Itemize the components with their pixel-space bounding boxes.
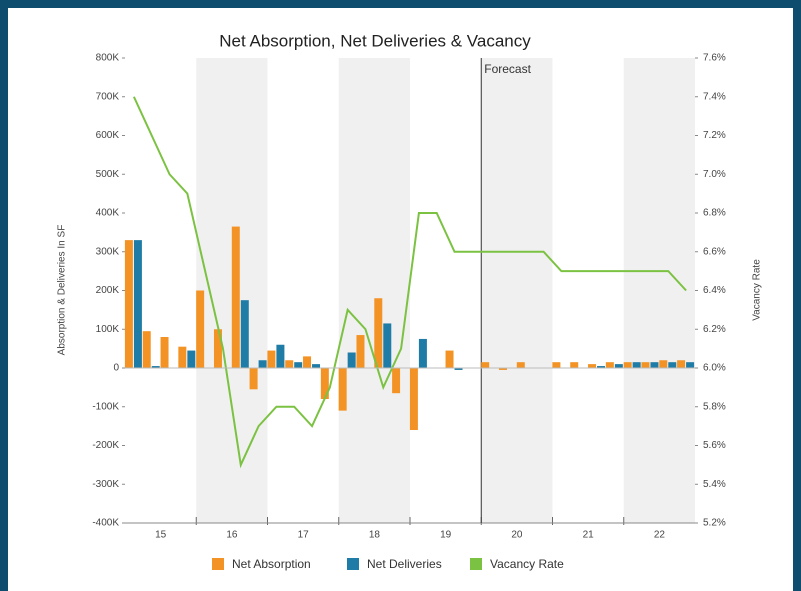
chart-title: Net Absorption, Net Deliveries & Vacancy bbox=[219, 31, 531, 50]
y-axis-title: Absorption & Deliveries In SF bbox=[57, 225, 68, 356]
y-tick-label: 800K bbox=[96, 53, 120, 64]
bar bbox=[133, 240, 142, 368]
bar bbox=[374, 298, 383, 368]
y-tick-label: 200K bbox=[96, 285, 120, 296]
y-tick-label: 0 bbox=[113, 363, 119, 374]
y2-tick-label: 5.4% bbox=[703, 479, 726, 490]
y2-axis-title: Vacancy Rate bbox=[752, 259, 763, 321]
bar bbox=[570, 362, 579, 368]
y-tick-label: 100K bbox=[96, 324, 120, 335]
y-tick-label: 500K bbox=[96, 169, 120, 180]
bar bbox=[588, 364, 597, 368]
bar bbox=[516, 362, 525, 368]
y-tick-label: -400K bbox=[92, 518, 119, 529]
bar bbox=[338, 368, 347, 411]
bar bbox=[187, 350, 196, 368]
x-tick-label: 17 bbox=[298, 530, 310, 541]
y-tick-label: -100K bbox=[92, 401, 119, 412]
bar bbox=[614, 364, 623, 368]
bar bbox=[659, 360, 668, 368]
bar bbox=[632, 362, 641, 368]
bar bbox=[267, 350, 276, 368]
forecast-label: Forecast bbox=[484, 62, 531, 76]
legend-label: Vacancy Rate bbox=[490, 557, 564, 571]
bar bbox=[641, 362, 650, 368]
y-tick-label: 700K bbox=[96, 91, 120, 102]
bar bbox=[231, 226, 240, 368]
y-tick-label: 300K bbox=[96, 246, 120, 257]
bar bbox=[356, 335, 365, 368]
bar bbox=[347, 352, 356, 368]
year-band bbox=[338, 58, 410, 523]
bar bbox=[445, 350, 454, 368]
legend-label: Net Deliveries bbox=[367, 557, 442, 571]
year-band bbox=[481, 58, 553, 523]
bar bbox=[677, 360, 686, 368]
bar bbox=[392, 368, 401, 394]
bar bbox=[213, 329, 222, 368]
y-tick-label: 600K bbox=[96, 130, 120, 141]
bar bbox=[481, 362, 490, 368]
bar bbox=[276, 344, 285, 368]
x-tick-label: 18 bbox=[369, 530, 381, 541]
y-tick-label: -200K bbox=[92, 440, 119, 451]
legend-swatch bbox=[347, 558, 359, 570]
x-tick-label: 22 bbox=[654, 530, 666, 541]
y2-tick-label: 5.8% bbox=[703, 401, 726, 412]
bar bbox=[312, 364, 321, 368]
bar bbox=[418, 338, 427, 368]
y2-tick-label: 6.2% bbox=[703, 324, 726, 335]
y2-tick-label: 6.8% bbox=[703, 208, 726, 219]
bar bbox=[552, 362, 561, 368]
legend-label: Net Absorption bbox=[232, 557, 311, 571]
bar bbox=[668, 362, 677, 368]
x-tick-label: 20 bbox=[511, 530, 523, 541]
y2-tick-label: 6.4% bbox=[703, 285, 726, 296]
bar bbox=[409, 368, 418, 430]
bar bbox=[160, 337, 169, 368]
bar bbox=[498, 368, 507, 370]
year-band bbox=[623, 58, 695, 523]
y2-tick-label: 6.0% bbox=[703, 363, 726, 374]
y-tick-label: 400K bbox=[96, 208, 120, 219]
bar bbox=[597, 366, 606, 368]
y2-tick-label: 7.6% bbox=[703, 53, 726, 64]
y2-tick-label: 5.2% bbox=[703, 518, 726, 529]
y-tick-label: -300K bbox=[92, 479, 119, 490]
y2-tick-label: 5.6% bbox=[703, 440, 726, 451]
bar bbox=[196, 290, 205, 368]
bar bbox=[178, 346, 187, 368]
bar bbox=[249, 368, 258, 390]
legend-swatch bbox=[212, 558, 224, 570]
bar bbox=[303, 356, 312, 368]
bar bbox=[285, 360, 294, 368]
y2-tick-label: 6.6% bbox=[703, 246, 726, 257]
bar bbox=[320, 368, 329, 399]
bar bbox=[294, 362, 303, 368]
bar bbox=[240, 300, 249, 368]
bar bbox=[124, 240, 133, 368]
x-tick-label: 15 bbox=[155, 530, 167, 541]
bar bbox=[142, 331, 151, 368]
y2-tick-label: 7.2% bbox=[703, 130, 726, 141]
x-tick-label: 21 bbox=[583, 530, 595, 541]
bar bbox=[605, 362, 614, 368]
bar bbox=[686, 362, 695, 368]
x-tick-label: 19 bbox=[440, 530, 452, 541]
bar bbox=[650, 362, 659, 368]
bar bbox=[151, 366, 160, 368]
x-tick-label: 16 bbox=[226, 530, 238, 541]
bar bbox=[623, 362, 632, 368]
bar bbox=[258, 360, 267, 368]
bar bbox=[454, 368, 463, 370]
y2-tick-label: 7.0% bbox=[703, 169, 726, 180]
bar bbox=[383, 323, 392, 368]
y2-tick-label: 7.4% bbox=[703, 91, 726, 102]
legend-swatch bbox=[470, 558, 482, 570]
